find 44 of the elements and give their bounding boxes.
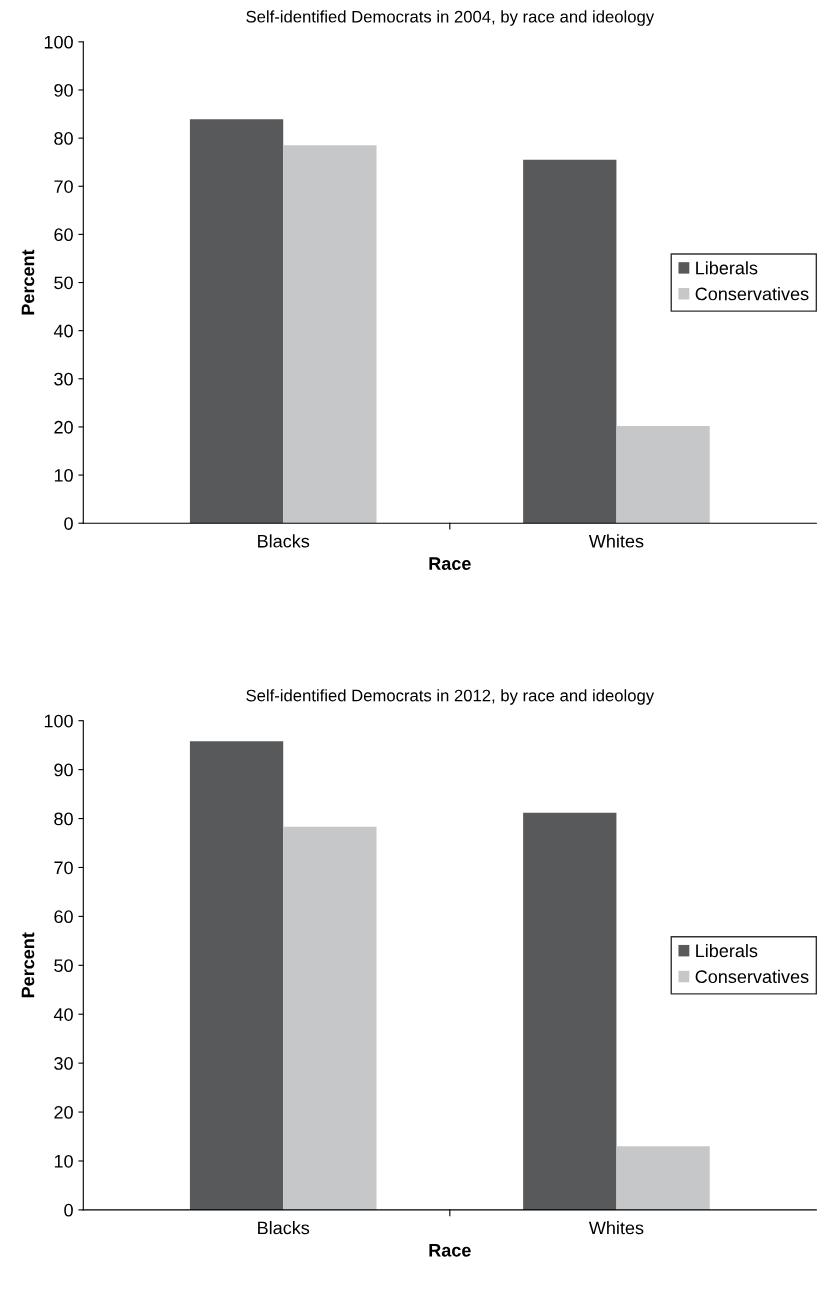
x-tick-label: Blacks xyxy=(258,534,310,548)
y-tick-label: 90 xyxy=(54,763,73,777)
y-tick-label: 10 xyxy=(54,469,73,482)
legend-label: Liberals xyxy=(696,261,758,275)
y-tick-label: 70 xyxy=(54,861,73,875)
x-tick-label: Whites xyxy=(588,534,644,548)
x-tick-label: Whites xyxy=(588,1221,644,1235)
y-tick-label: 40 xyxy=(53,324,73,338)
legend-label: Liberals xyxy=(696,943,758,958)
y-tick-label: 100 xyxy=(44,714,73,728)
y-axis-title: Percent xyxy=(21,249,35,315)
bar xyxy=(189,119,284,524)
y-tick-label: 40 xyxy=(53,1008,73,1021)
chart-title: Self-identified Democrats in 2012, by race and ideology xyxy=(246,689,655,705)
y-tick-label: 50 xyxy=(54,276,73,290)
y-tick-label: 10 xyxy=(54,1154,73,1168)
y-tick-label: 0 xyxy=(64,517,73,530)
bar xyxy=(523,812,617,1210)
chart-title: Self-identified Democrats in 2004, by race and ideology xyxy=(246,10,655,26)
bar xyxy=(189,741,284,1210)
y-tick-label: 60 xyxy=(54,228,73,242)
y-tick-label: 20 xyxy=(54,1106,73,1119)
y-tick-label: 80 xyxy=(54,812,73,826)
y-tick-label: 60 xyxy=(54,910,73,924)
y-tick-label: 30 xyxy=(54,1057,73,1070)
y-tick-label: 80 xyxy=(54,132,73,145)
bar xyxy=(616,425,710,524)
y-tick-label: 0 xyxy=(64,1203,73,1217)
y-axis-title: Percent xyxy=(21,932,35,998)
y-tick-label: 100 xyxy=(44,35,73,49)
y-tick-label: 90 xyxy=(54,83,73,97)
bar xyxy=(283,826,377,1210)
y-tick-label: 30 xyxy=(54,372,73,386)
x-tick-label: Blacks xyxy=(258,1221,310,1235)
legend-label: Conservatives xyxy=(695,969,809,984)
y-tick-label: 70 xyxy=(54,180,73,193)
y-tick-label: 50 xyxy=(54,959,73,973)
y-tick-label: 20 xyxy=(54,420,73,434)
x-axis-title: Race xyxy=(429,557,471,570)
x-axis-title: Race xyxy=(429,1244,471,1257)
bar xyxy=(616,1146,710,1210)
bar xyxy=(283,145,377,524)
bar xyxy=(523,159,617,524)
legend-label: Conservatives xyxy=(695,287,809,301)
